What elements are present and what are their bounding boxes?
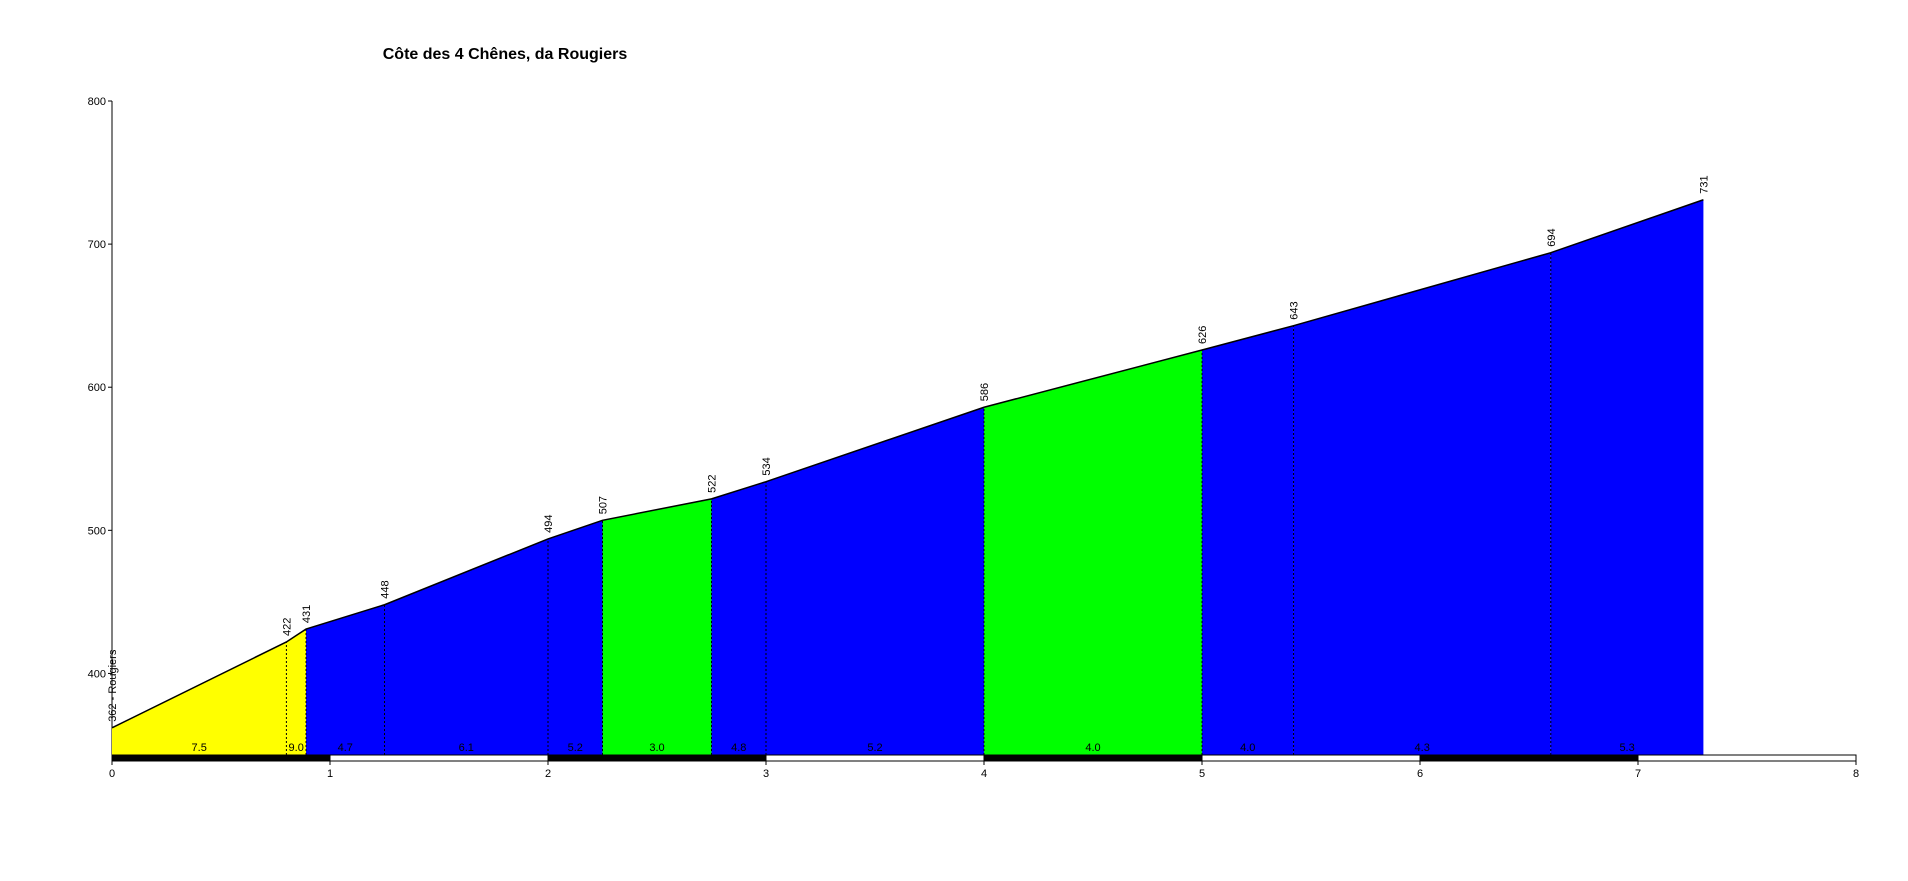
segment-area (1202, 325, 1294, 755)
segment-area (548, 520, 603, 755)
y-tick-label: 800 (88, 96, 106, 108)
gradient-label: 4.8 (731, 742, 746, 754)
profile-line (111, 199, 1704, 729)
distance-bar (1419, 754, 1639, 762)
segment-area (602, 498, 712, 755)
gradient-label: 5.3 (1619, 742, 1634, 754)
y-tick-label: 500 (88, 525, 106, 537)
segment-area (766, 407, 984, 755)
distance-bar (111, 754, 331, 762)
x-tick-label: 3 (763, 768, 769, 780)
y-tick-label: 400 (88, 668, 106, 680)
segment-area (1293, 252, 1551, 755)
elevation-label: 731 (1698, 175, 1710, 193)
gradient-label: 4.0 (1085, 742, 1100, 754)
x-tick-label: 7 (1635, 768, 1641, 780)
elevation-label: 494 (543, 515, 555, 533)
gradient-label: 4.7 (338, 742, 353, 754)
gradient-label: 7.5 (192, 742, 207, 754)
elevation-label: 534 (761, 457, 773, 475)
segment-area (384, 538, 548, 755)
segment-area (984, 350, 1202, 755)
elevation-label: 522 (707, 474, 719, 492)
x-tick-label: 1 (327, 768, 333, 780)
gradient-label: 5.2 (867, 742, 882, 754)
distance-bar (1201, 754, 1421, 762)
distance-bar (1637, 754, 1857, 762)
y-tick-label: 600 (88, 382, 106, 394)
x-tick-label: 0 (109, 768, 115, 780)
segment-area (286, 629, 307, 755)
elevation-label: 431 (301, 605, 313, 623)
elevation-label: 362 - Rougiers (107, 649, 119, 722)
segment-area (112, 641, 287, 755)
elevation-label: 586 (979, 383, 991, 401)
gradient-label: 4.0 (1240, 742, 1255, 754)
distance-bar (983, 754, 1203, 762)
chart-title: Côte des 4 Chênes, da Rougiers (383, 46, 628, 63)
segment-area (711, 481, 766, 755)
distance-bar (547, 754, 767, 762)
segment-area (306, 604, 385, 755)
gradient-label: 6.1 (459, 742, 474, 754)
gradient-label: 9.0 (289, 742, 304, 754)
elevation-label: 448 (380, 580, 392, 598)
distance-bar (329, 754, 549, 762)
gradient-label: 3.0 (649, 742, 664, 754)
x-tick-label: 2 (545, 768, 551, 780)
gradient-label: 5.2 (568, 742, 583, 754)
elevation-label: 507 (598, 496, 610, 514)
x-tick-label: 4 (981, 768, 987, 780)
elevation-label: 694 (1546, 228, 1558, 246)
segment-area (1550, 199, 1704, 755)
x-tick-label: 5 (1199, 768, 1205, 780)
distance-bar (765, 754, 985, 762)
elevation-label: 422 (281, 618, 293, 636)
gradient-label: 4.3 (1415, 742, 1430, 754)
elevation-label: 643 (1289, 301, 1301, 319)
x-tick-label: 6 (1417, 768, 1423, 780)
y-tick-label: 700 (88, 239, 106, 251)
x-tick-label: 8 (1853, 768, 1859, 780)
elevation-label: 626 (1197, 326, 1209, 344)
